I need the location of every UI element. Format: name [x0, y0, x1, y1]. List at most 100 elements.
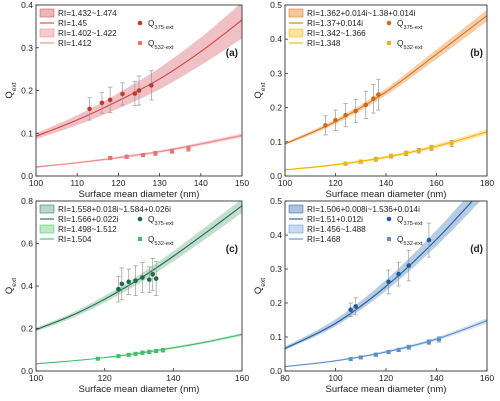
- x-tick-label-6: 150: [235, 178, 249, 188]
- legend-line-label-2: RI=1.412: [58, 39, 92, 48]
- point-2-2: [358, 159, 363, 164]
- y-tick-label-1: 0.0: [21, 171, 33, 181]
- x-tick-label-5: 180: [480, 178, 494, 188]
- point-1-6: [426, 237, 432, 243]
- band-2: [36, 332, 242, 365]
- legend-marker-2: [138, 237, 142, 241]
- legend-marker-2: [387, 41, 391, 45]
- point-1-7: [150, 272, 156, 277]
- band-2: [36, 133, 242, 168]
- point-2-4: [386, 349, 391, 354]
- x-tick-label-4: 160: [235, 373, 249, 383]
- panel-3: 100 120 140 160 0.0 0.2 0.4 0.6 0.8 Surface mean …: [4, 196, 249, 395]
- point-1-1: [87, 106, 92, 112]
- y-axis-label: Qext: [4, 278, 18, 294]
- x-tick-label-2: 120: [328, 178, 342, 188]
- point-2-2: [116, 354, 121, 359]
- fit-line-1: [285, 201, 473, 350]
- x-axis-label: Surface mean diameter (nm): [326, 384, 447, 395]
- x-tick-label-5: 160: [480, 373, 494, 383]
- plot-area: [36, 5, 242, 168]
- point-2-3: [373, 157, 378, 162]
- legend-marker-label-2: Q532-ext: [148, 39, 174, 51]
- point-2-7: [429, 145, 434, 150]
- point-1-3: [126, 279, 131, 285]
- legend-band-swatch-2: [288, 28, 304, 38]
- point-2-2: [358, 355, 363, 360]
- legend-marker-1: [386, 216, 392, 222]
- x-tick-label-1: 100: [278, 178, 292, 188]
- y-tick-label-4: 0.3: [21, 43, 33, 53]
- legend-line-label-1: RI=1.566+0.022i: [58, 215, 119, 224]
- point-1-5: [363, 102, 369, 108]
- point-2-8: [437, 337, 442, 342]
- point-1-4: [396, 271, 401, 277]
- band-2: [285, 129, 487, 171]
- y-tick-label-1: 0.0: [270, 171, 282, 181]
- legend: RI=1.506+0.008i~1.536+0.014iRI=1.51+0.01…: [288, 204, 423, 247]
- y-tick-label-6: 0.5: [270, 0, 282, 10]
- point-1-7: [376, 92, 381, 97]
- y-tick-label-2: 0.1: [21, 128, 33, 138]
- legend-line-label-2: RI=1.348: [307, 39, 341, 48]
- y-axis-label: Qext: [253, 278, 267, 294]
- legend: RI=1.558+0.018i~1.584+0.026iRI=1.566+0.0…: [39, 204, 174, 247]
- point-1-2: [99, 100, 105, 106]
- panel-label: (d): [470, 244, 483, 255]
- fit-line-2: [36, 134, 242, 168]
- legend-band-label-2: RI=1.342~1.366: [307, 29, 366, 38]
- point-2-2: [124, 154, 129, 159]
- panel-label: (a): [226, 48, 238, 59]
- legend-marker-1: [137, 216, 143, 222]
- point-1-2: [333, 117, 338, 123]
- point-1-1: [323, 123, 328, 128]
- y-tick-label-5: 0.4: [21, 0, 33, 10]
- band-1: [285, 201, 481, 350]
- point-2-3: [141, 153, 146, 158]
- x-tick-label-4: 140: [429, 373, 443, 383]
- point-1-7: [149, 83, 154, 88]
- point-2-5: [140, 350, 145, 355]
- legend-band-label-2: RI=1.498~1.512: [58, 225, 117, 234]
- y-tick-label-4: 0.3: [270, 68, 282, 78]
- point-1-6: [371, 96, 376, 102]
- point-1-3: [107, 97, 113, 103]
- panel-1: 100 110 120 130 140 150 0.0 0.1 0.2 0.3 0.4 Surface…: [4, 0, 249, 200]
- x-tick-label-2: 100: [328, 373, 342, 383]
- y-tick-label-2: 0.2: [21, 324, 33, 334]
- y-tick-label-2: 0.1: [270, 332, 282, 342]
- legend-band-label-2: RI=1.456~1.488: [307, 225, 366, 234]
- legend-marker-label-1: Q375-ext: [148, 215, 174, 227]
- legend-band-label-2: RI=1.402~1.422: [58, 29, 117, 38]
- panel-label: (b): [470, 48, 483, 59]
- x-tick-label-4: 130: [153, 178, 167, 188]
- point-2-8: [161, 348, 166, 353]
- y-axis-label: Qext: [253, 82, 267, 98]
- point-1-1: [348, 307, 353, 313]
- y-tick-label-5: 0.4: [270, 34, 282, 44]
- x-tick-label-4: 160: [429, 178, 443, 188]
- point-2-3: [373, 352, 378, 357]
- point-2-6: [186, 146, 191, 151]
- y-tick-label-4: 0.6: [21, 239, 33, 249]
- legend-band-label-1: RI=1.558+0.018i~1.584+0.026i: [58, 205, 171, 214]
- point-1-4: [353, 108, 359, 114]
- fit-line-2: [285, 131, 487, 171]
- legend-band-swatch-1: [39, 8, 55, 18]
- point-2-6: [416, 148, 421, 153]
- point-2-5: [396, 347, 401, 352]
- point-2-8: [449, 141, 454, 146]
- legend-band-swatch-2: [39, 224, 55, 234]
- legend-marker-2: [138, 41, 142, 45]
- point-2-1: [348, 357, 353, 362]
- legend-band-label-1: RI=1.362+0.014i~1.38+0.014i: [307, 9, 416, 18]
- x-axis-label: Surface mean diameter (nm): [79, 189, 200, 200]
- panel-4: 80 100 120 140 160 0.0 0.1 0.2 0.3 0.4 0.5 Surface …: [253, 196, 494, 395]
- point-2-1: [108, 156, 113, 161]
- point-2-7: [426, 340, 431, 345]
- point-1-4: [133, 278, 138, 283]
- point-2-7: [154, 349, 159, 354]
- legend: RI=1.362+0.014i~1.38+0.014iRI=1.37+0.014…: [288, 8, 423, 51]
- panel-label: (c): [226, 244, 238, 255]
